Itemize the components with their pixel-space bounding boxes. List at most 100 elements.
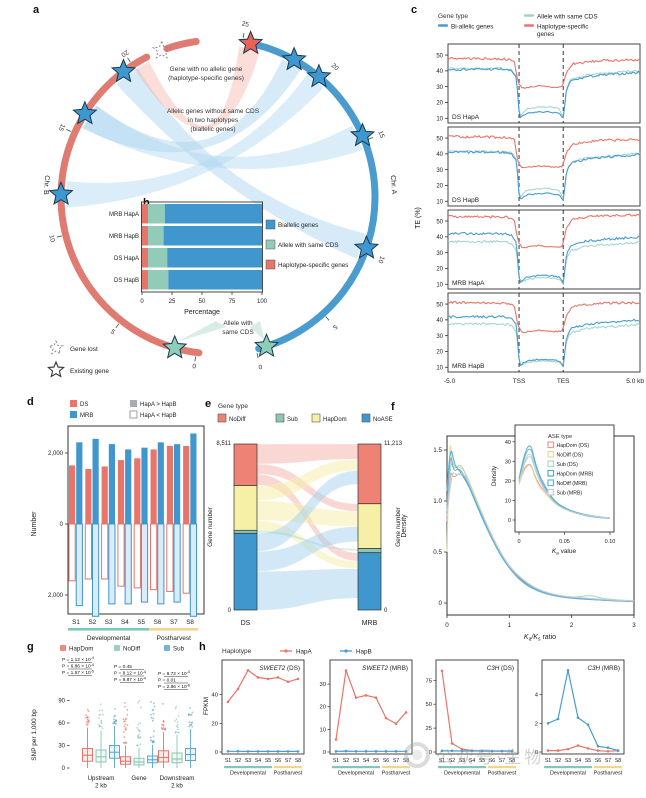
HapB-marker (394, 750, 398, 753)
bar-category-label: DS HapB (114, 278, 139, 284)
x-tick-label: S8 (509, 758, 515, 764)
density-curve (446, 472, 635, 602)
bar-category-label: MRB HapA (109, 212, 139, 218)
red-te-line (447, 213, 640, 249)
green-gene-star (253, 333, 280, 358)
legend-label: Haplotype-specific (537, 24, 588, 31)
legend-label: Biallelic genes (278, 222, 318, 229)
box-outlier (98, 725, 101, 727)
bar-up-ds (150, 449, 157, 524)
subplot-frame (435, 659, 519, 755)
HapB-marker (276, 750, 280, 753)
annotation-biallelic: (biallelic genes) (190, 126, 235, 133)
legend-swatch (70, 411, 77, 418)
y-tick-label: 20 (212, 721, 218, 727)
x-tick-label: S3 (353, 758, 359, 764)
x-tick-label: TES (557, 378, 570, 385)
bar-segment (142, 270, 148, 290)
chromosome-tick-label: 15 (376, 130, 385, 140)
density-curve (446, 457, 635, 603)
HapA-marker (276, 676, 280, 679)
annotation-haplotype-specific: Gene with no allelic gene (170, 66, 243, 73)
box-outlier (188, 723, 191, 726)
x-tick-label: S4 (575, 758, 581, 764)
annotation-biallelic: Allelic genes without same CDS (167, 108, 260, 115)
legend-swatch (265, 259, 276, 270)
box (158, 750, 169, 763)
subplot-frame (221, 659, 305, 755)
x-tick-label: S2 (88, 619, 96, 626)
inset-legend-swatch (547, 450, 555, 458)
HapA-marker (576, 744, 580, 747)
HapA-marker (256, 676, 260, 679)
box-outlier (113, 715, 116, 718)
box-outlier (150, 739, 153, 742)
red-te-line (447, 134, 641, 169)
p-value-label: P = 8.72 × 10-4 (158, 670, 190, 677)
HapB-marker (490, 749, 494, 753)
chromosome-tick-label: 20 (330, 62, 340, 72)
x-tick-label: S6 (489, 758, 495, 764)
legend-label: MRB (80, 413, 93, 419)
HapA-marker (374, 696, 378, 699)
y-tick-label: 2,000 (48, 451, 64, 457)
bar-segment (164, 204, 262, 224)
x-tick-label: S7 (285, 758, 291, 764)
y-tick-label: 30 (436, 85, 443, 91)
x-tick-label: S6 (275, 758, 281, 764)
box-outlier (138, 699, 141, 702)
HapA-marker (266, 677, 270, 681)
box-outlier (164, 728, 166, 731)
HapA-marker (586, 747, 590, 750)
box-outlier (126, 713, 129, 716)
x-tick-label: S4 (363, 758, 369, 764)
stage-label: Developmental (444, 771, 480, 777)
legend-title: Gene type (438, 13, 468, 20)
inset-y-axis-title: Density (492, 466, 498, 486)
chromosome-tick-label: 20 (119, 48, 129, 58)
box-outlier (162, 723, 164, 726)
blue-te-line (447, 231, 641, 285)
inset-legend-swatch (547, 469, 555, 477)
x-tick-label: S8 (186, 619, 194, 626)
legend-label: Sub (173, 646, 185, 653)
HapA-line (227, 669, 299, 703)
blue-gene-star (72, 100, 98, 125)
stage-underline (332, 766, 380, 769)
x-tick-label: S3 (565, 758, 571, 764)
x-tick-label: 1 (508, 622, 512, 629)
blue-gene-star (306, 63, 332, 88)
stage-underline (68, 628, 150, 631)
y-tick-label: 25 (426, 726, 432, 732)
HapB-marker (374, 750, 378, 753)
stage-underline (594, 766, 622, 769)
blue-gene-star (48, 181, 74, 206)
chromosome-b-arc (57, 53, 203, 357)
x-tick-label: -5.0 (444, 378, 456, 385)
bar-up-mrb (92, 438, 99, 524)
box-outlier (138, 730, 141, 733)
box-outlier (138, 733, 140, 736)
box-outlier (98, 717, 101, 719)
HapA-marker (246, 669, 250, 672)
p-value-label: P = 0.01 (158, 678, 176, 684)
left-zero-label: 0 (228, 608, 232, 614)
right-total-label: 11,213 (384, 441, 403, 447)
same-cds-ribbon (250, 321, 265, 341)
box (95, 749, 107, 763)
box-outlier (176, 728, 179, 731)
panel-g-boxplot-chart: HapDom NoDiff Sub P = 1.12 × 10-4P = 6.86 ×… (31, 645, 196, 790)
box-outlier (139, 736, 141, 739)
HapB-marker (256, 750, 260, 753)
box-outlier (123, 725, 126, 728)
inset-x-tick-label: 0.10 (605, 539, 616, 545)
x-tick-label: S4 (469, 758, 475, 764)
y-tick-label: 50 (436, 302, 443, 308)
p-value-label: P = 6.86 × 10-4 (62, 663, 94, 670)
alluvial-bar-segment (357, 503, 382, 549)
p-value-label: P = 2.86 × 10-6 (158, 683, 190, 690)
HapB-marker (440, 749, 444, 753)
box-outlier (124, 723, 127, 726)
bar-down-ds (133, 523, 141, 589)
inset-legend-label: NoDiff (MRB) (557, 481, 588, 487)
